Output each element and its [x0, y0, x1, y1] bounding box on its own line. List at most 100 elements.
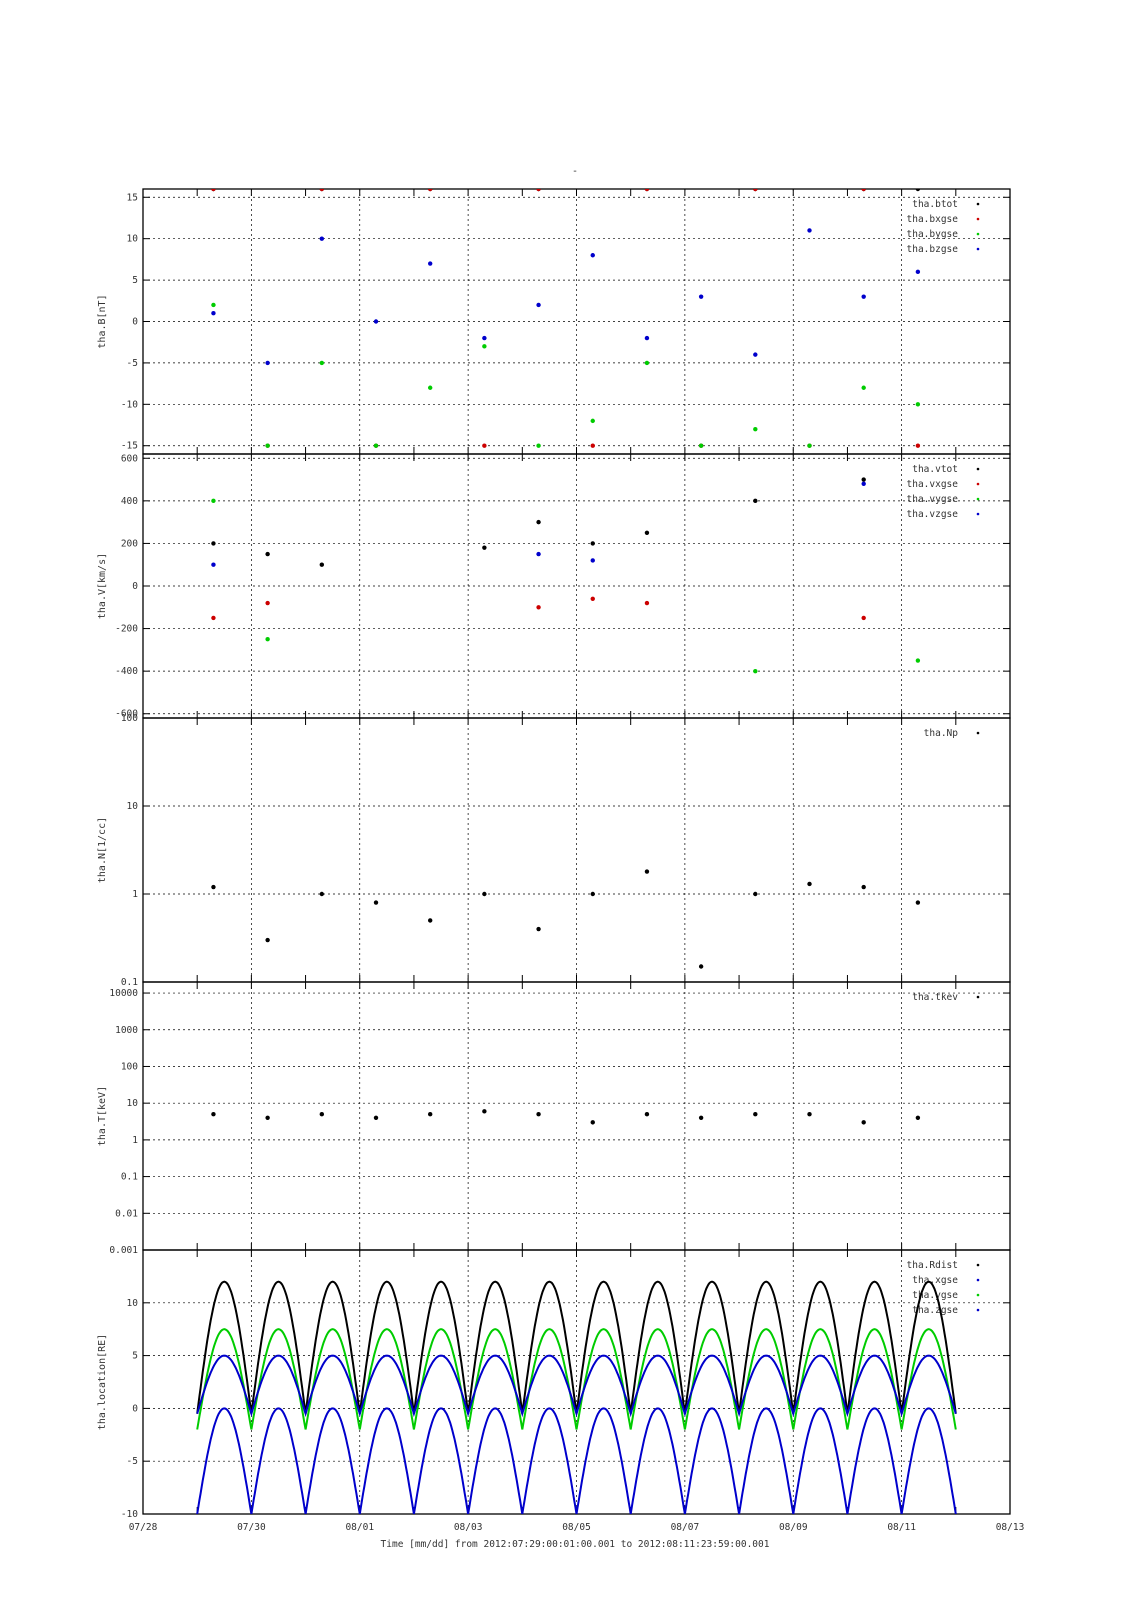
data-point-tha.Np [536, 926, 541, 932]
data-point-tha.bygse [265, 443, 270, 448]
legend-marker [976, 731, 980, 735]
data-point-tha.tkev [482, 1109, 487, 1114]
panel-4: 0.001 0.01 0.1 1 10 100 1000 10000 tha.T[keV] tha… [97, 981, 1011, 1256]
panel-data [211, 869, 921, 969]
data-point-tha.tkev [265, 1115, 270, 1120]
legend-marker [976, 232, 980, 236]
data-point-tha.bxgse [482, 443, 487, 448]
data-point-tha.bzgse [861, 294, 866, 299]
page-title: - [572, 166, 578, 177]
data-point-tha.Np [698, 964, 704, 969]
legend-marker [976, 1263, 980, 1267]
data-point-tha.vzgse [211, 562, 216, 567]
data-point-tha.Np [265, 937, 270, 943]
data-point-tha.bzgse [373, 319, 379, 324]
x-tick-label: 07/28 [129, 1522, 158, 1533]
data-point-tha.Np [807, 881, 812, 887]
data-point-tha.vtot [861, 477, 866, 482]
data-point-tha.bxgse [211, 189, 216, 192]
x-tick-label: 08/03 [454, 1522, 483, 1533]
x-tick-label: 07/30 [237, 1522, 266, 1533]
data-point-tha.Np [753, 891, 758, 897]
legend-label: tha.tkev [912, 992, 958, 1003]
panel-data [211, 1109, 921, 1125]
data-point-tha.bzgse [644, 335, 650, 341]
legend-label: tha.ygse [912, 1290, 958, 1301]
y-tick-label: 100 [121, 1061, 138, 1072]
y-tick-label: 10 [127, 234, 139, 245]
data-point-tha.bygse [807, 443, 812, 448]
y-tick-label: 10 [127, 1098, 139, 1109]
legend-label: tha.zgse [912, 1305, 958, 1316]
legend-marker [976, 1308, 980, 1312]
data-point-tha.bxgse [590, 443, 595, 448]
data-point-tha.vxgse [644, 600, 650, 606]
legend-label: tha.bzgse [907, 244, 959, 255]
data-point-tha.vtot [211, 541, 216, 546]
data-point-tha.tkev [427, 1112, 433, 1117]
y-tick-label: 0 [132, 581, 138, 592]
y-tick-label: 1 [132, 889, 138, 900]
legend-marker [976, 467, 980, 471]
legend-label: tha.vygse [907, 494, 959, 505]
y-tick-label: 0 [132, 317, 138, 328]
data-point-tha.tkev [861, 1120, 866, 1125]
legend-label: tha.vzgse [907, 509, 959, 520]
y-tick-label: 200 [121, 538, 138, 549]
y-tick-label: -5 [127, 1456, 138, 1467]
data-point-tha.tkev [807, 1112, 812, 1117]
y-axis-label: tha.B[nT] [97, 294, 108, 348]
data-point-tha.tkev [753, 1112, 758, 1117]
data-point-tha.vygse [915, 658, 921, 663]
data-point-tha.vtot [590, 541, 595, 546]
legend-marker [976, 217, 980, 221]
data-point-tha.vzgse [536, 551, 541, 557]
data-point-tha.bygse [590, 418, 595, 424]
data-point-tha.Np [915, 900, 921, 905]
data-point-tha.vtot [536, 519, 541, 525]
data-point-tha.bzgse [698, 294, 704, 299]
legend-label: tha.vxgse [907, 479, 959, 490]
data-point-tha.tkev [373, 1115, 379, 1120]
data-point-tha.vxgse [211, 615, 216, 621]
y-axis-label: tha.N[1/cc] [97, 817, 108, 883]
data-point-tha.vtot [482, 545, 487, 550]
legend-marker [976, 1293, 980, 1297]
y-tick-label: 0 [132, 1403, 138, 1414]
y-tick-label: 100 [121, 713, 138, 724]
data-point-tha.bxgse [319, 189, 325, 192]
legend-marker [976, 1278, 980, 1282]
data-point-tha.bygse [753, 426, 758, 432]
legend-marker [976, 247, 980, 251]
data-point-tha.bzgse [427, 261, 433, 266]
panel-data [211, 477, 921, 674]
panel-data [196, 1280, 957, 1514]
data-point-tha.bxgse [536, 189, 541, 192]
data-point-tha.bygse [211, 302, 216, 308]
data-point-tha.vzgse [861, 481, 866, 487]
y-tick-label: 400 [121, 496, 138, 507]
y-axis-label: tha.T[keV] [97, 1086, 108, 1146]
panel-3: 0.1 1 10 100 tha.N[1/cc] tha.Np [97, 713, 1011, 988]
x-tick-label: 08/01 [345, 1522, 374, 1533]
y-tick-label: 10 [127, 801, 139, 812]
data-point-tha.tkev [915, 1115, 921, 1120]
y-tick-label: 10 [127, 1298, 139, 1309]
data-point-tha.bzgse [915, 269, 921, 275]
y-tick-label: 600 [121, 453, 138, 464]
legend-label: tha.bxgse [907, 214, 959, 225]
series-line-tha.ygse [196, 1328, 957, 1430]
y-tick-label: -10 [121, 399, 138, 410]
data-point-tha.bygse [698, 443, 704, 448]
data-point-tha.tkev [211, 1112, 216, 1117]
y-tick-label: -600 [115, 709, 138, 720]
data-point-tha.bygse [373, 443, 379, 448]
data-point-tha.btot [915, 189, 921, 192]
data-point-tha.vxgse [861, 615, 866, 621]
data-point-tha.bzgse [590, 253, 595, 258]
data-point-tha.Np [319, 891, 325, 897]
x-tick-label: 08/11 [887, 1522, 916, 1533]
data-point-tha.bzgse [482, 335, 487, 341]
data-point-tha.vtot [644, 530, 650, 535]
